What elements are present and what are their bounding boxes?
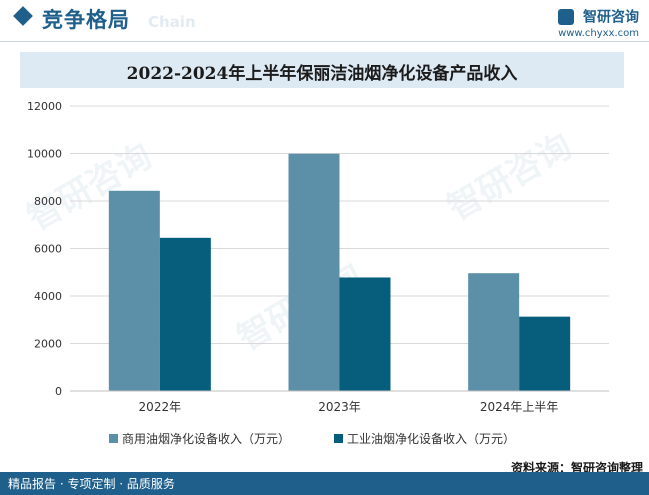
chart-title: 2022-2024年上半年保丽洁油烟净化设备产品收入 xyxy=(126,64,518,84)
diamond-icon xyxy=(13,6,33,26)
x-tick-label: 2024年上半年 xyxy=(480,400,559,414)
y-tick-label: 6000 xyxy=(34,243,62,256)
y-tick-label: 0 xyxy=(55,385,62,398)
brand-url: www.chyxx.com xyxy=(558,27,639,39)
y-tick-label: 8000 xyxy=(34,195,62,208)
footer-band: 精品报告 · 专项定制 · 品质服务 xyxy=(0,472,649,495)
source-note: 资料来源：智研咨询整理 xyxy=(510,461,643,475)
x-tick-label: 2023年 xyxy=(318,400,361,414)
y-tick-label: 2000 xyxy=(34,338,62,351)
legend-label: 工业油烟净化设备收入（万元） xyxy=(347,432,516,446)
legend: 商用油烟净化设备收入（万元） 工业油烟净化设备收入（万元） xyxy=(0,430,649,450)
bar xyxy=(468,273,520,391)
bar-chart: 0 2000 4000 6000 8000 10000 12000 2022年 2023年 202… xyxy=(27,100,609,414)
brand-logo-icon xyxy=(557,8,574,25)
legend-item: 工业油烟净化设备收入（万元） xyxy=(334,430,515,447)
y-tick-label: 12000 xyxy=(27,100,62,113)
bar xyxy=(339,277,391,391)
header-divider xyxy=(0,41,649,42)
bar xyxy=(519,316,571,391)
section-title: 竞争格局 xyxy=(42,8,130,32)
brand-name: 智研咨询 xyxy=(583,9,639,26)
x-tick-label: 2022年 xyxy=(139,400,182,414)
y-tick-label: 4000 xyxy=(34,290,62,303)
bar xyxy=(108,190,160,391)
legend-item: 商用油烟净化设备收入（万元） xyxy=(109,430,290,447)
bar xyxy=(288,153,340,391)
footer-slogan: 精品报告 · 专项定制 · 品质服务 xyxy=(8,477,175,491)
legend-label: 商用油烟净化设备收入（万元） xyxy=(122,432,291,446)
brand: 智研咨询 www.chyxx.com xyxy=(557,6,639,39)
header: 竞争格局 Chain 智研咨询 www.chyxx.com xyxy=(0,0,649,42)
y-tick-label: 10000 xyxy=(27,148,62,161)
bar xyxy=(159,237,211,391)
legend-swatch xyxy=(109,434,118,443)
section-subtitle: Chain xyxy=(148,13,196,31)
legend-swatch xyxy=(334,434,343,443)
chart-title-band: 2022-2024年上半年保丽洁油烟净化设备产品收入 xyxy=(20,52,624,88)
